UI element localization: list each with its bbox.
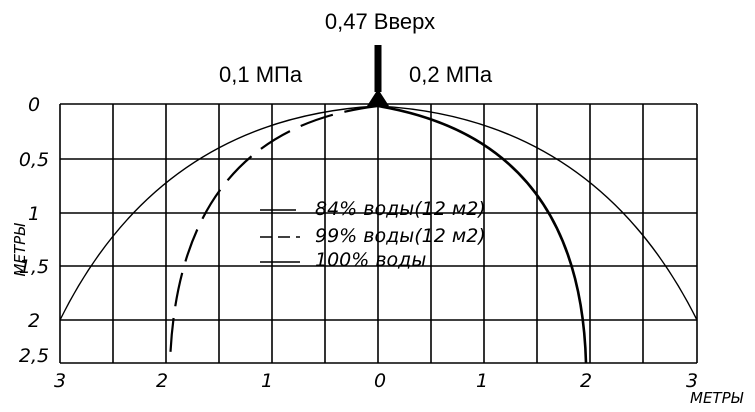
x-tick-pos-1: 1 xyxy=(476,370,488,392)
x-tick-neg-2: 2 xyxy=(156,370,168,392)
curve-100-percent-right xyxy=(377,104,588,364)
x-tick-pos-2: 2 xyxy=(580,370,592,392)
legend-label-100-percent: 100% воды xyxy=(315,249,426,271)
x-axis-label: МЕТРЫ xyxy=(690,389,744,407)
legend-label-99-percent: 99% воды(12 м2) xyxy=(315,225,486,247)
pressure-left-label: 0,1 МПа xyxy=(219,62,303,87)
legend-label-84-percent: 84% воды(12 м2) xyxy=(315,198,486,220)
x-tick-neg-3: 3 xyxy=(54,370,66,392)
y-tick-1-5: 1,5 xyxy=(19,256,49,278)
upward-force-label: 0,47 Вверх xyxy=(325,9,435,34)
curve-99-percent-left xyxy=(168,104,379,364)
curve-84-percent-left xyxy=(59,105,379,321)
grid xyxy=(59,103,698,364)
x-tick-pos-3: 3 xyxy=(686,370,698,392)
pressure-right-label: 0,2 МПа xyxy=(409,62,493,87)
y-tick-0: 0 xyxy=(28,94,40,116)
legend: 84% воды(12 м2) 99% воды(12 м2) 100% вод… xyxy=(260,198,486,271)
y-tick-1: 1 xyxy=(28,203,40,225)
y-tick-2: 2 xyxy=(28,310,40,332)
curve-84-percent-right xyxy=(377,105,698,321)
x-tick-neg-1: 1 xyxy=(261,370,273,392)
y-tick-2-5: 2,5 xyxy=(19,345,49,367)
y-axis-label: МЕТРЫ xyxy=(11,223,29,277)
y-tick-0-5: 0,5 xyxy=(19,149,49,171)
nozzle-icon xyxy=(367,45,389,106)
x-tick-0: 0 xyxy=(374,370,386,392)
